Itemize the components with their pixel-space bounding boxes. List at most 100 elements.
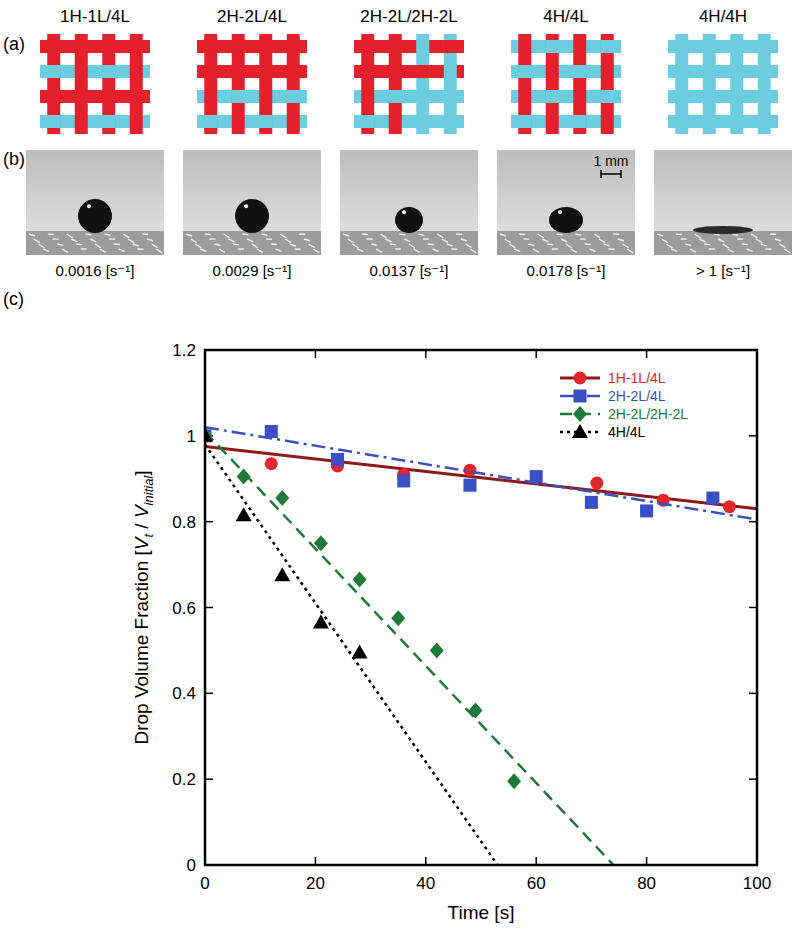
data-point: [265, 425, 278, 438]
data-point: [530, 470, 543, 483]
data-point: [275, 490, 289, 506]
y-axis-title-part: /: [131, 518, 152, 534]
x-tick-label: 20: [306, 874, 325, 893]
fabric-fiber: [681, 238, 687, 239]
weft-crossing: [231, 40, 245, 53]
fabric-fiber: [519, 233, 525, 235]
sample-name: 2H-2L/2H-2L: [360, 7, 457, 26]
warp-strand: [47, 34, 60, 134]
weft-crossing: [443, 40, 457, 53]
fabric-fiber: [86, 233, 92, 235]
weft-crossing: [702, 90, 716, 103]
photo-background: [654, 150, 792, 255]
fabric-fiber: [737, 238, 743, 239]
x-tick-label: 60: [527, 874, 546, 893]
warp-strand: [518, 34, 531, 134]
fabric-fiber: [770, 233, 776, 235]
fabric-fiber: [709, 248, 715, 249]
weft-crossing: [443, 90, 457, 103]
fabric-fiber: [623, 244, 629, 248]
weft-crossing: [600, 40, 614, 53]
data-point: [463, 479, 476, 492]
fabric-fiber: [784, 249, 790, 253]
y-tick-label: 0.2: [172, 770, 196, 789]
fabric-fiber: [53, 238, 59, 239]
y-tick-label: 1.2: [172, 341, 196, 360]
warp-strand: [758, 34, 771, 134]
fabric-fiber: [437, 234, 443, 238]
y-tick-label: 0: [187, 856, 196, 875]
fabric-fiber: [261, 234, 267, 235]
fabric-fiber: [528, 244, 534, 245]
weft-crossing: [204, 65, 218, 78]
scale-bar: [601, 173, 621, 175]
fabric-fiber: [699, 239, 705, 242]
warp-strand: [546, 34, 559, 134]
weft-crossing: [204, 115, 218, 128]
fabric-fiber: [109, 238, 115, 239]
legend-marker: [572, 424, 588, 438]
fabric-fiber: [732, 234, 738, 235]
sample-name: 4H/4L: [543, 7, 588, 26]
drop: [235, 199, 269, 233]
warp-strand: [287, 34, 300, 134]
fabric-fiber: [219, 249, 225, 252]
weft-crossing: [730, 65, 744, 78]
fabric-surface: [183, 231, 321, 255]
warp-strand: [675, 34, 688, 134]
fabric-fiber: [48, 233, 54, 235]
photo: [340, 150, 478, 255]
warp-strand: [259, 34, 272, 134]
fabric-fiber: [566, 244, 572, 248]
weft-crossing: [361, 65, 375, 78]
background: [0, 0, 807, 933]
fabric-fiber: [400, 233, 406, 235]
fabric-fiber: [67, 234, 73, 238]
weft-crossing: [102, 65, 116, 78]
fabric-fiber: [34, 239, 40, 243]
fabric-fiber: [470, 249, 476, 253]
legend-label: 1H-1L/4L: [608, 370, 666, 386]
fabric-fiber: [666, 244, 672, 248]
fabric-fiber: [627, 249, 633, 253]
warp-strand: [730, 34, 743, 134]
fabric-fiber: [271, 243, 277, 245]
fabric-fiber: [133, 244, 139, 246]
fabric-fiber: [137, 248, 143, 250]
fabric-fiber: [348, 239, 354, 243]
fabric-fiber: [71, 239, 77, 242]
fabric-fiber: [466, 244, 472, 248]
plot-area: [205, 425, 757, 865]
fabric-fiber: [728, 249, 734, 252]
fabric-fiber: [381, 234, 387, 238]
fit-line: [205, 432, 613, 865]
weft-crossing: [388, 40, 402, 53]
fabric-fiber: [156, 249, 162, 253]
fabric-fiber: [542, 239, 548, 242]
fabric-fiber: [104, 234, 110, 235]
fabric-fiber: [95, 244, 101, 248]
weft-crossing: [286, 90, 300, 103]
fabric-fiber: [285, 239, 291, 243]
weft-crossing: [518, 65, 532, 78]
fabric-fiber: [343, 234, 349, 236]
fabric-fiber: [152, 244, 158, 248]
data-point: [237, 469, 251, 485]
sample-name: 4H/4H: [699, 7, 747, 26]
weft-crossing: [545, 90, 559, 103]
weft-crossing: [47, 65, 61, 78]
legend-marker: [574, 390, 587, 403]
data-point: [391, 610, 405, 626]
fabric-fiber: [195, 244, 201, 248]
fabric-fiber: [761, 244, 767, 246]
fabric-fiber: [594, 234, 600, 238]
fabric-fiber: [780, 244, 786, 248]
weft-crossing: [102, 115, 116, 128]
fabric-fiber: [205, 233, 211, 235]
warp-strand: [703, 34, 716, 134]
fabric-fiber: [362, 233, 368, 235]
scale-bar-end: [620, 170, 622, 178]
data-point: [590, 477, 603, 490]
fabric-fiber: [447, 244, 453, 246]
fabric-fiber: [580, 238, 586, 239]
